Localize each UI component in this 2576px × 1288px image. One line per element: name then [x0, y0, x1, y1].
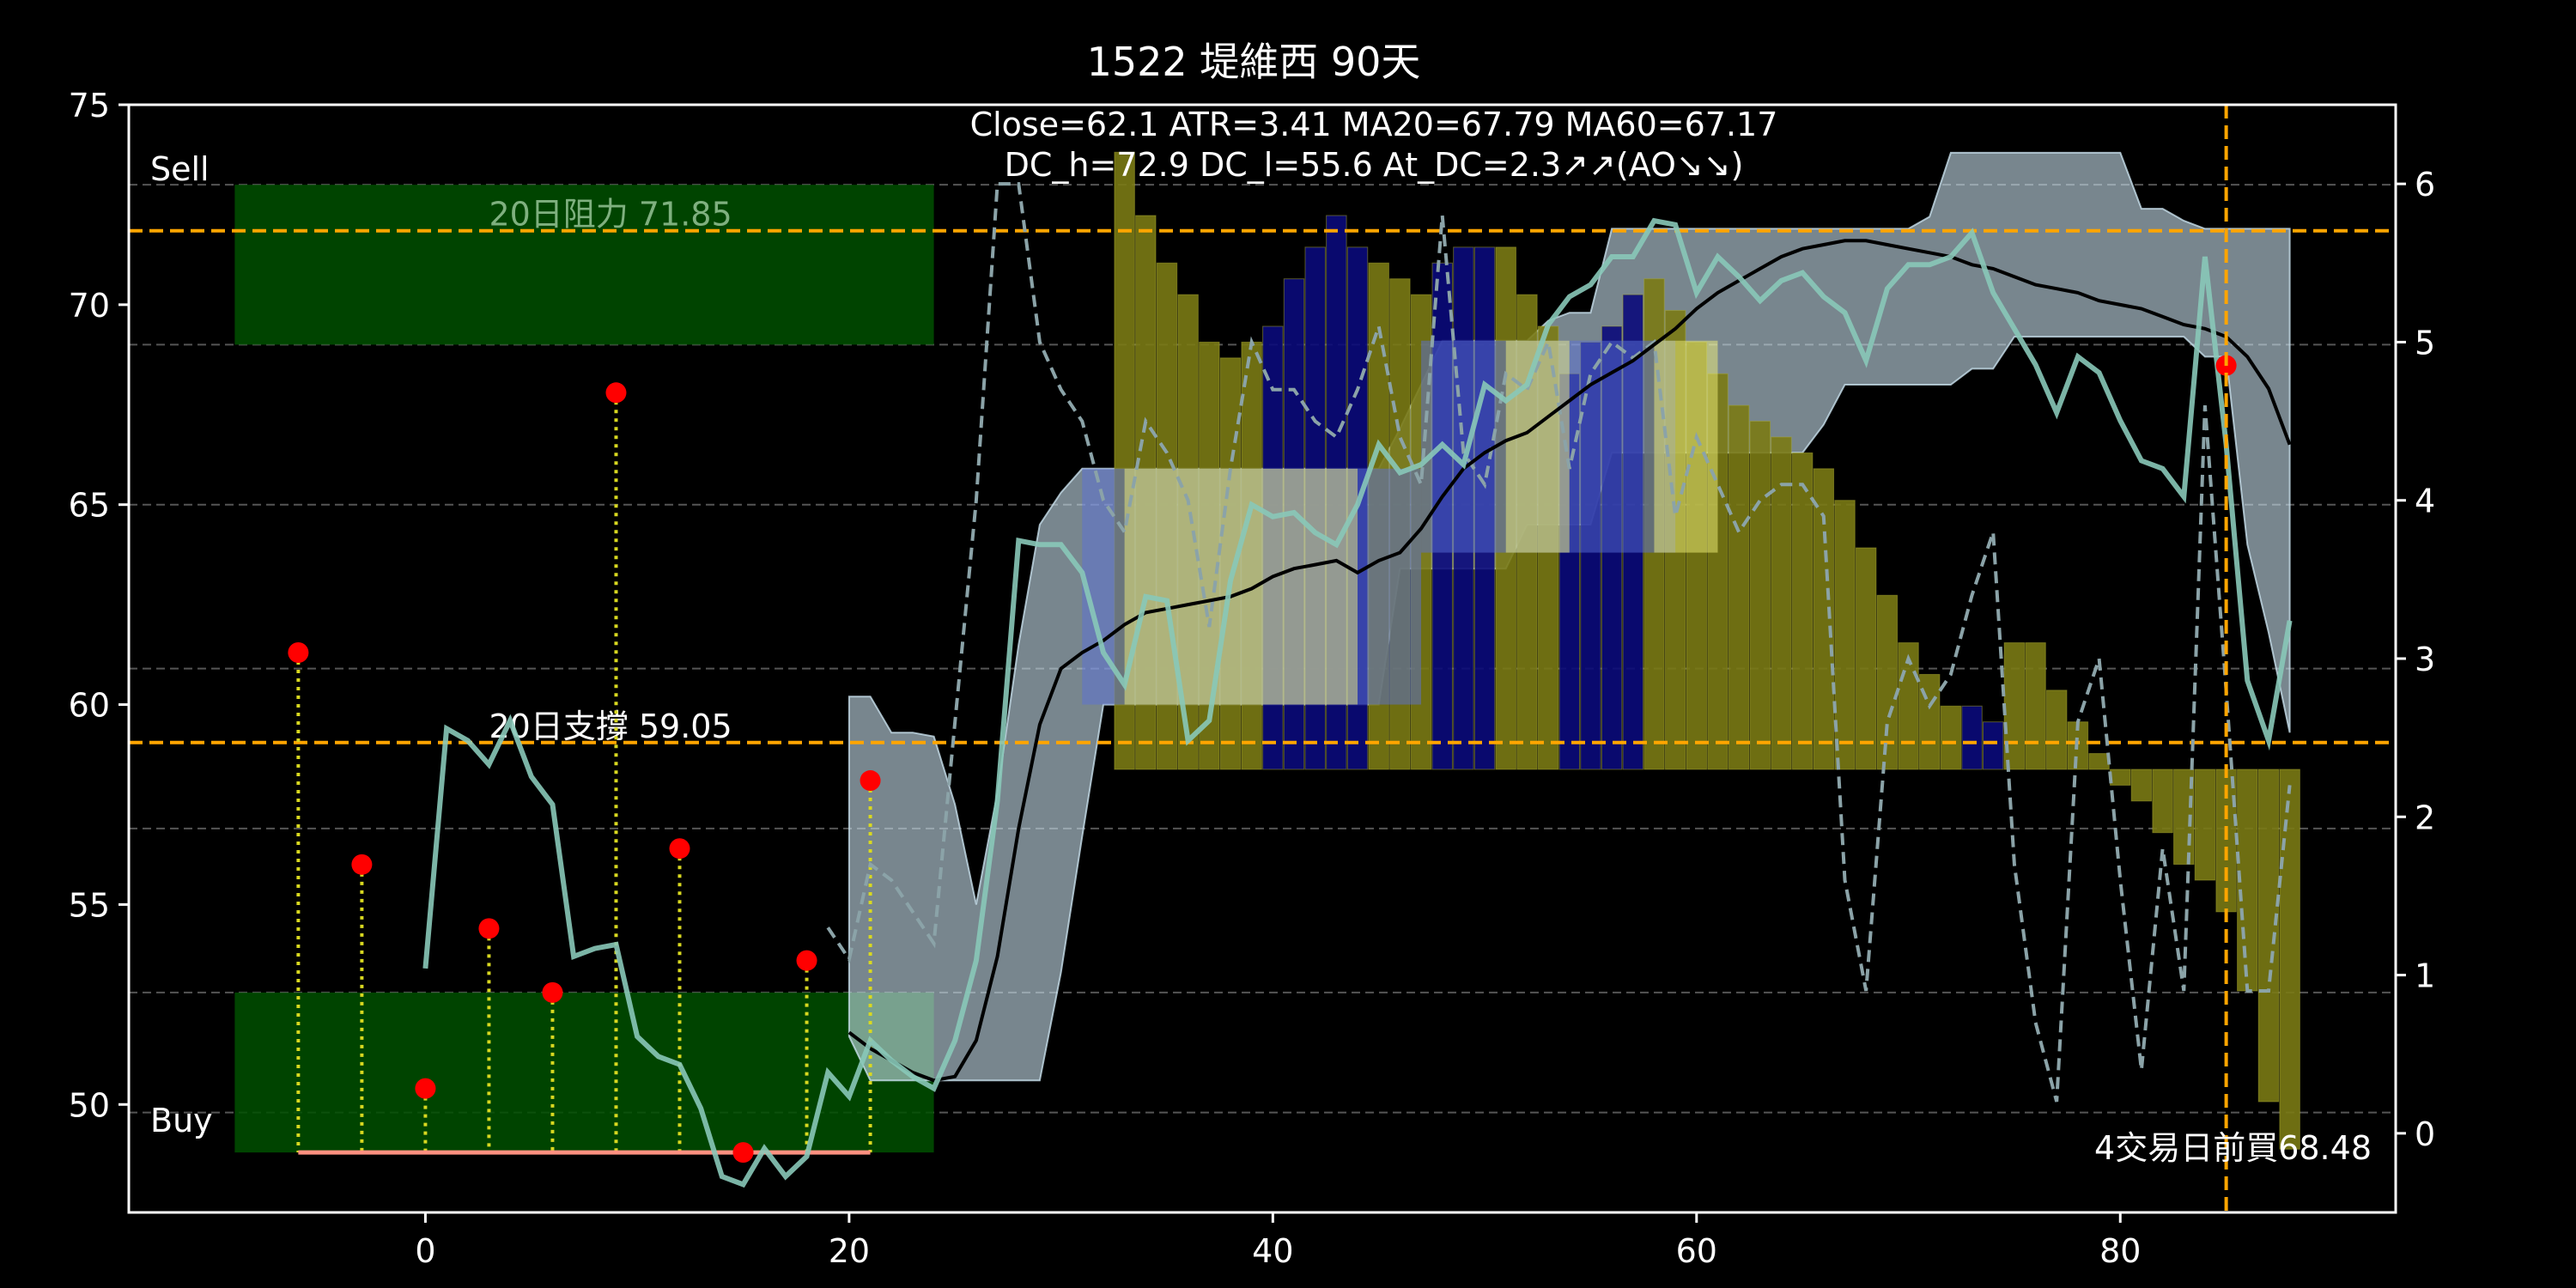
- signal-point: [478, 918, 500, 939]
- signal-point: [542, 981, 563, 1003]
- ao-bar: [1855, 547, 1877, 770]
- ao-bar: [1728, 404, 1750, 770]
- y2-tick-label: 6: [2415, 166, 2435, 204]
- y2-tick-label: 3: [2415, 641, 2435, 678]
- signal-point: [415, 1078, 436, 1099]
- ao-bar: [1749, 421, 1771, 770]
- ao-bar: [2110, 769, 2131, 786]
- info-line-1: Close=62.1 ATR=3.41 MA20=67.79 MA60=67.1…: [970, 106, 1778, 143]
- info-line-2: DC_h=72.9 DC_l=55.6 At_DC=2.3↗↗(AO↘↘): [1005, 146, 1744, 184]
- ao-bar: [2130, 769, 2153, 802]
- ao-bar: [2088, 753, 2110, 770]
- ao-bar: [2025, 642, 2046, 770]
- level-label: 20日阻力 71.85: [489, 196, 732, 234]
- plot-area: 20日阻力 71.85 20日支撐 59.05 Sell Buy: [129, 105, 2396, 1212]
- level-label: 20日支撐 59.05: [489, 708, 732, 745]
- box-yellow: [1124, 468, 1358, 705]
- y-tick-label: 60: [69, 687, 110, 725]
- signal-point: [605, 382, 627, 404]
- ao-bar: [1791, 452, 1814, 770]
- ao-bar: [2152, 769, 2173, 834]
- ao-bar: [2279, 769, 2300, 1150]
- y2-tick-label: 4: [2415, 483, 2435, 520]
- signal-point: [796, 950, 817, 971]
- sell-label: Sell: [150, 150, 210, 188]
- y-tick-label: 70: [69, 287, 110, 325]
- signal-point: [732, 1142, 754, 1163]
- y-tick-label: 55: [69, 886, 110, 924]
- x-tick-label: 80: [2099, 1232, 2141, 1270]
- buy-label: Buy: [150, 1102, 213, 1139]
- ao-bar: [1813, 468, 1835, 770]
- ao-bar: [1834, 500, 1856, 770]
- y2-tick-label: 1: [2415, 957, 2435, 995]
- event-label: 4交易日前買68.48: [2094, 1129, 2372, 1167]
- price-line: [422, 217, 2293, 1188]
- ao-bar: [2257, 769, 2280, 1103]
- ma-line: [848, 239, 2292, 1083]
- chart-title: 1522 堤維西 90天: [1087, 39, 1421, 85]
- ao-bar: [1982, 721, 2004, 770]
- y-tick-label: 50: [69, 1086, 110, 1124]
- y-tick-label: 75: [69, 87, 110, 125]
- zone-buy: [234, 992, 934, 1153]
- box-yellow: [1654, 340, 1718, 553]
- x-tick-label: 20: [829, 1232, 870, 1270]
- y2-tick-label: 2: [2415, 799, 2435, 836]
- y2-tick-label: 5: [2415, 324, 2435, 361]
- x-tick-label: 40: [1252, 1232, 1293, 1270]
- ao-bar: [1771, 436, 1792, 770]
- y-tick-label: 65: [69, 487, 110, 525]
- signal-point: [351, 854, 373, 875]
- signal-point: [669, 838, 690, 860]
- zone-sell: [234, 185, 934, 345]
- ao-bar: [2194, 769, 2216, 881]
- ao-bar: [1961, 705, 1983, 770]
- ao-bar: [1876, 594, 1899, 770]
- ao-line: [826, 182, 2292, 1103]
- x-tick-label: 0: [415, 1232, 435, 1270]
- signal-point: [288, 642, 309, 664]
- x-tick-label: 60: [1676, 1232, 1717, 1270]
- box-yellow: [1505, 340, 1570, 553]
- signal-point: [860, 770, 881, 792]
- y2-tick-label: 0: [2415, 1115, 2435, 1153]
- ao-bar: [2046, 690, 2068, 770]
- ao-bar: [1940, 705, 1962, 770]
